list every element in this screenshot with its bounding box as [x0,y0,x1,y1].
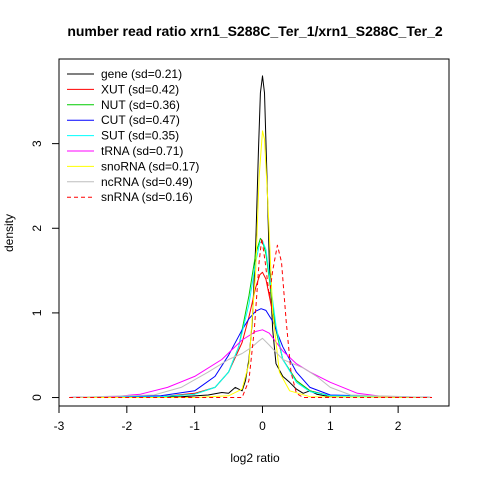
series-line-4 [69,240,433,398]
y-tick-label: 2 [30,225,44,232]
y-axis-label: density [2,214,16,252]
density-curves [69,75,433,398]
legend-label: tRNA (sd=0.71) [101,144,183,158]
legend-label: snRNA (sd=0.16) [101,190,193,204]
legend-label: XUT (sd=0.42) [101,82,179,96]
x-tick-label: -3 [54,419,65,433]
y-tick-label: 0 [30,394,44,401]
legend-label: gene (sd=0.21) [101,67,182,81]
series-line-5 [69,329,433,398]
y-axis: 0 1 2 3 [30,140,60,401]
x-tick-label: -1 [189,419,200,433]
chart-title: number read ratio xrn1_S288C_Ter_1/xrn1_… [67,23,443,39]
y-tick-label: 1 [30,309,44,316]
x-tick-label: 0 [259,419,266,433]
x-axis-label: log2 ratio [230,451,280,465]
series-line-3 [69,308,433,398]
series-line-0 [69,75,433,398]
series-line-8 [69,237,432,398]
y-tick-label: 3 [30,140,44,147]
series-line-2 [69,237,433,398]
x-axis: -3 -2 -1 0 1 2 [54,405,402,433]
x-tick-label: 2 [395,419,402,433]
legend-label: snoRNA (sd=0.17) [101,159,199,173]
legend-label: CUT (sd=0.47) [101,113,180,127]
legend-label: SUT (sd=0.35) [101,129,179,143]
x-tick-label: -2 [121,419,132,433]
series-line-6 [69,130,433,398]
legend-label: ncRNA (sd=0.49) [101,175,193,189]
x-tick-label: 1 [327,419,334,433]
series-line-7 [69,337,433,398]
legend-label: NUT (sd=0.36) [101,98,180,112]
legend: gene (sd=0.21)XUT (sd=0.42) NUT (sd=0.36)… [67,67,199,204]
